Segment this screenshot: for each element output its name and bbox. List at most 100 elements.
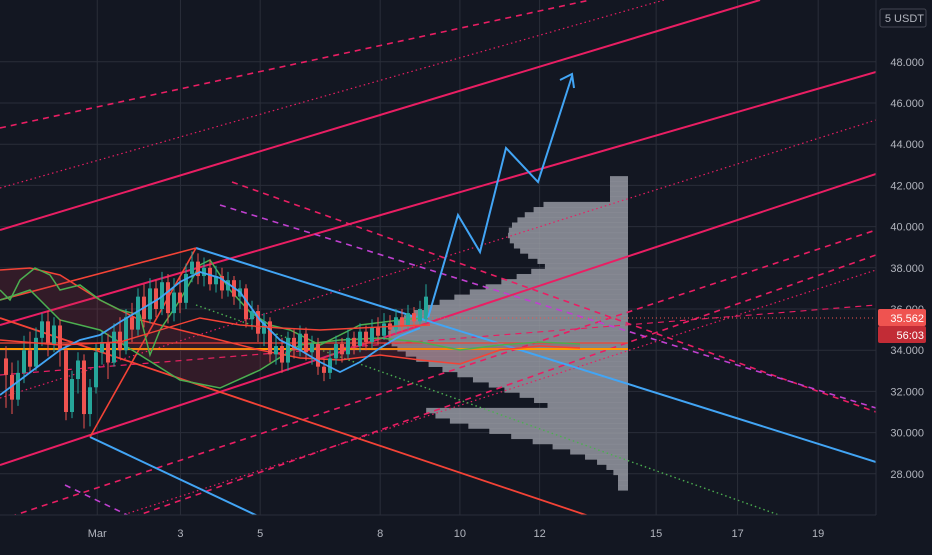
- candles: [0, 251, 431, 429]
- candle-body: [370, 327, 374, 342]
- base-line: [0, 317, 431, 346]
- profile-bar: [501, 279, 628, 285]
- date-tick-label: 3: [177, 528, 183, 540]
- candle-body: [214, 276, 218, 285]
- candle-body: [394, 317, 398, 330]
- price-tick-label: 48.000: [890, 57, 924, 69]
- candle-body: [154, 288, 158, 309]
- candle-body: [268, 321, 272, 355]
- candle-body: [196, 261, 200, 277]
- countdown-value: 56:03: [896, 330, 924, 342]
- profile-bar: [516, 273, 628, 280]
- channel-line-dashed: [64, 484, 130, 515]
- profile-bar: [508, 227, 628, 234]
- candle-body: [226, 280, 230, 291]
- profile-bar: [513, 243, 628, 249]
- profile-bar: [388, 335, 628, 342]
- profile-bar: [468, 423, 628, 429]
- candle-body: [76, 360, 80, 380]
- profile-bar: [428, 361, 628, 367]
- candle-body: [46, 321, 50, 345]
- profile-bar: [449, 418, 628, 424]
- candle-body: [178, 292, 182, 303]
- channel-line-dotted: [0, 119, 876, 399]
- candle-body: [334, 344, 338, 359]
- price-axis-bg: [876, 0, 932, 550]
- profile-bar: [454, 294, 628, 301]
- plot-area: [0, 0, 876, 515]
- candle-body: [298, 333, 302, 351]
- candle-body: [364, 331, 368, 342]
- profile-bar: [405, 351, 628, 357]
- candle-body: [412, 313, 416, 322]
- profile-bar: [504, 387, 628, 393]
- time-axis-bg: [0, 515, 932, 550]
- profile-bar: [508, 232, 628, 239]
- candle-body: [274, 346, 278, 355]
- price-tick-label: 44.000: [890, 139, 924, 151]
- candle-body: [292, 337, 296, 351]
- candle-body: [70, 379, 74, 412]
- profile-bar: [597, 459, 628, 465]
- profile-bar: [533, 207, 628, 213]
- date-tick-label: 17: [731, 528, 743, 540]
- profile-bar: [396, 320, 628, 326]
- candle-body: [22, 350, 26, 373]
- profile-bar: [509, 237, 628, 244]
- candle-body: [304, 333, 308, 353]
- channel-line-solid: [0, 0, 761, 231]
- channel-line-dashed: [0, 0, 591, 129]
- channel-line-dashed: [136, 254, 876, 515]
- profile-bar: [537, 258, 628, 264]
- profile-bar: [489, 428, 628, 434]
- profile-bar: [618, 479, 628, 486]
- profile-bar: [390, 325, 628, 331]
- profile-bar: [519, 392, 628, 398]
- candle-body: [406, 313, 410, 326]
- price-axis: 5 USDT28.00030.00032.00034.00036.00038.0…: [875, 0, 932, 550]
- candle-body: [184, 273, 188, 303]
- candle-body: [112, 331, 116, 363]
- candle-body: [418, 309, 422, 322]
- candle-body: [322, 366, 326, 373]
- candle-body: [382, 323, 386, 336]
- profile-bar: [610, 176, 628, 182]
- countdown-badge: [878, 326, 926, 344]
- channel-line-dashed: [219, 204, 876, 409]
- channel-line-solid: [0, 173, 876, 466]
- candle-body: [340, 344, 344, 355]
- currency-label-box: [879, 8, 927, 28]
- candle-body: [316, 344, 320, 367]
- channel-line-dotted: [121, 269, 876, 515]
- channel-line-blue: [195, 247, 876, 463]
- candle-body: [250, 311, 254, 320]
- candle-body: [124, 317, 128, 351]
- candle-body: [4, 358, 8, 375]
- profile-bar: [485, 284, 628, 290]
- candle-body: [400, 317, 404, 326]
- price-tick-label: 42.000: [890, 180, 924, 192]
- profile-bar: [532, 438, 628, 445]
- price-tick-label: 34.000: [890, 345, 924, 357]
- candle-body: [10, 374, 14, 400]
- candle-body: [286, 337, 290, 363]
- profile-bar: [547, 402, 628, 409]
- time-axis: Mar 3 5 8 10 12 15 17 19: [0, 514, 932, 550]
- profile-bar: [439, 299, 628, 306]
- candle-body: [166, 282, 170, 314]
- profile-bar: [511, 222, 628, 228]
- profile-bar: [618, 474, 628, 481]
- date-tick-label: Mar: [88, 528, 107, 540]
- profile-bar: [425, 304, 628, 311]
- profile-bar: [544, 263, 628, 270]
- profile-bar: [403, 315, 628, 321]
- price-tick-label: 32.000: [890, 386, 924, 398]
- date-tick-label: 15: [650, 528, 662, 540]
- trend-lines: [0, 0, 876, 515]
- profile-bar: [618, 485, 628, 491]
- candle-body: [82, 360, 86, 415]
- candle-body: [424, 296, 428, 320]
